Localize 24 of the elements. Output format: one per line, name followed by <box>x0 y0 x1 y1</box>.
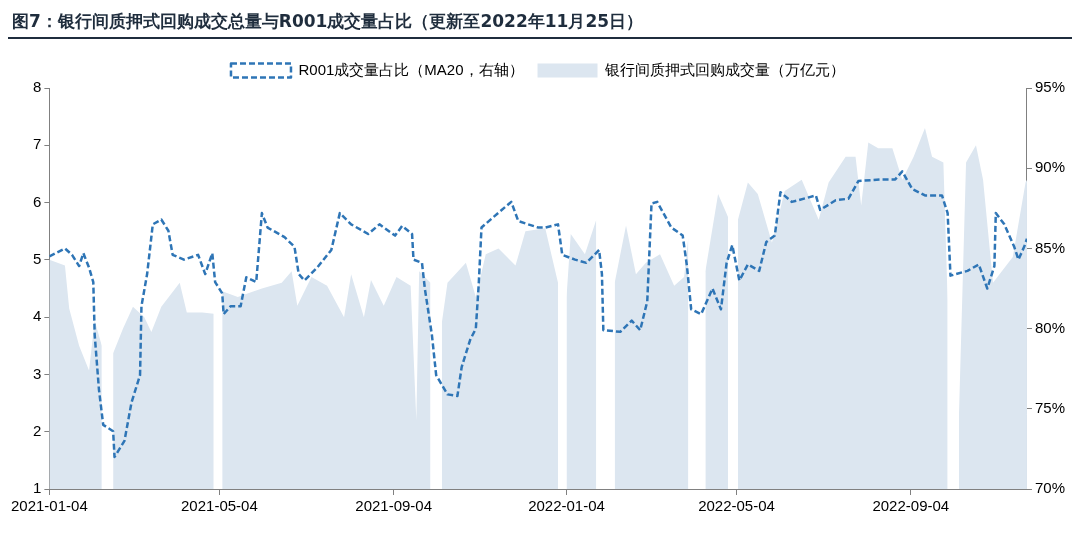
y2-tick-label: 85% <box>1034 238 1066 256</box>
chart-title: 图7：银行间质押式回购成交总量与R001成交量占比（更新至2022年11月25日） <box>8 8 1072 39</box>
x-tick-label: 2022-01-04 <box>528 497 605 515</box>
y-tick-label: 5 <box>33 250 42 267</box>
x-tick-label: 2021-09-04 <box>355 497 433 515</box>
y-tick-label: 8 <box>33 78 42 96</box>
y-tick-label: 6 <box>33 192 42 210</box>
legend-label: 银行间质押式回购成交量（万亿元） <box>604 60 846 78</box>
x-tick-label: 2021-05-04 <box>181 497 258 515</box>
legend-label: R001成交量占比（MA20，右轴） <box>298 60 524 78</box>
y-tick-label: 7 <box>33 135 42 153</box>
y2-tick-label: 75% <box>1034 398 1066 416</box>
line-series <box>49 170 1027 459</box>
y-tick-label: 3 <box>33 364 42 382</box>
y2-tick-label: 95% <box>1034 78 1066 96</box>
y2-tick-label: 70% <box>1034 479 1066 497</box>
x-tick-label: 2021-01-04 <box>11 497 88 515</box>
y-tick-label: 1 <box>33 479 42 497</box>
y2-tick-label: 90% <box>1034 158 1066 176</box>
y-tick-label: 4 <box>33 307 42 325</box>
x-tick-label: 2022-09-04 <box>872 497 950 515</box>
x-tick-label: 2022-05-04 <box>698 497 775 515</box>
y2-tick-label: 80% <box>1034 318 1066 336</box>
y-tick-label: 2 <box>33 421 42 439</box>
